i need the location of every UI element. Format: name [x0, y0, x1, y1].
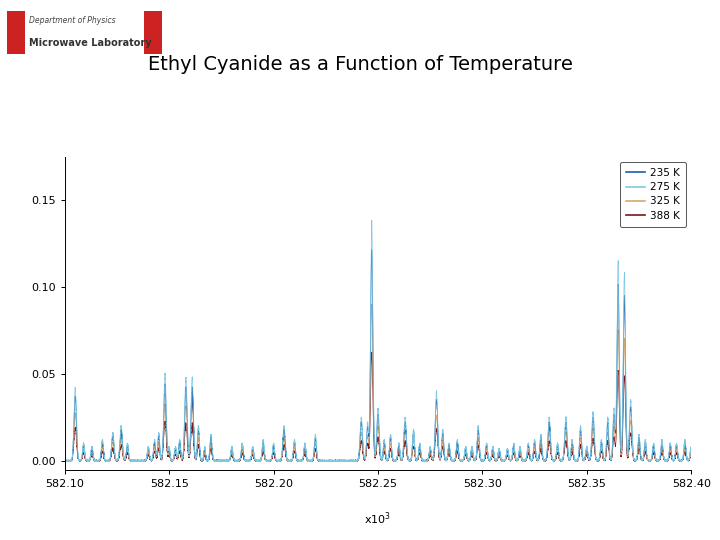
Text: Department of Physics: Department of Physics	[29, 16, 115, 25]
Text: x10$^3$: x10$^3$	[364, 510, 392, 527]
Legend: 235 K, 275 K, 325 K, 388 K: 235 K, 275 K, 325 K, 388 K	[620, 162, 686, 227]
Text: Microwave Laboratory: Microwave Laboratory	[29, 38, 151, 48]
Text: Ethyl Cyanide as a Function of Temperature: Ethyl Cyanide as a Function of Temperatu…	[148, 55, 572, 75]
